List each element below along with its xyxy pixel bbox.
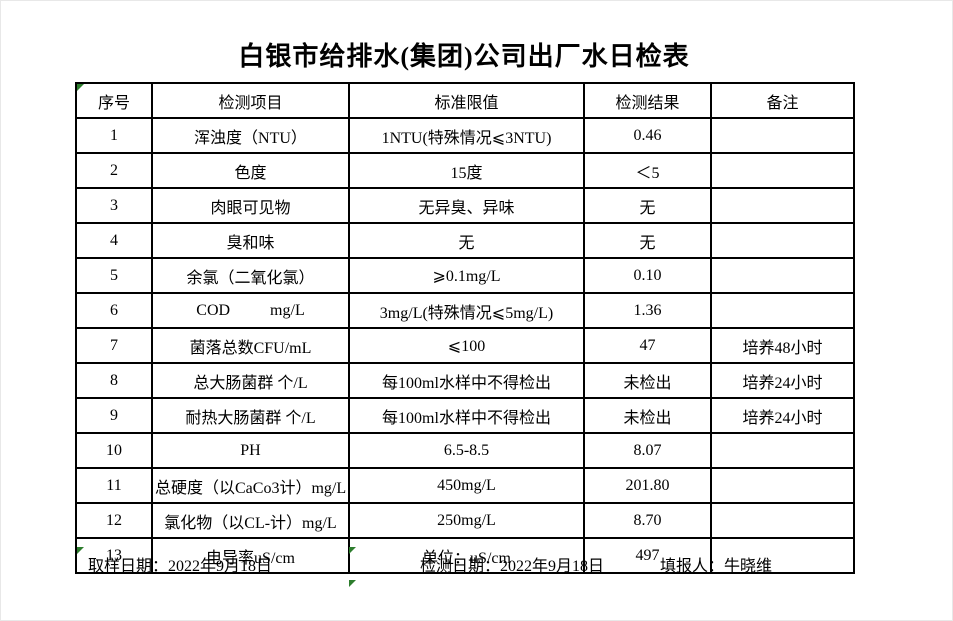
cell-limit: 每100ml水样中不得检出 — [348, 397, 585, 434]
cell-no: 11 — [75, 467, 153, 504]
cell-limit: 3mg/L(特殊情况⩽5mg/L) — [348, 292, 585, 329]
cell-result: 未检出 — [583, 397, 712, 434]
cell-result: 8.70 — [583, 502, 712, 539]
cell-remark: 培养48小时 — [710, 327, 855, 364]
cell-remark — [710, 152, 855, 189]
table-row: 12 氯化物（以CL-计）mg/L 250mg/L 8.70 — [75, 502, 855, 539]
cell-remark — [710, 257, 855, 294]
cell-no: 8 — [75, 362, 153, 399]
cell-result: 0.46 — [583, 117, 712, 154]
cell-result: 未检出 — [583, 362, 712, 399]
cell-result: ＜5 — [583, 152, 712, 189]
cell-remark — [710, 502, 855, 539]
inspection-table: 序号 检测项目 标准限值 检测结果 备注 1 浑浊度（NTU） 1NTU(特殊情… — [75, 82, 855, 574]
table-body: 1 浑浊度（NTU） 1NTU(特殊情况⩽3NTU) 0.46 2 色度 15度… — [75, 117, 855, 574]
cell-item: 浑浊度（NTU） — [151, 117, 350, 154]
cell-remark — [710, 432, 855, 469]
table-row: 8 总大肠菌群 个/L 每100ml水样中不得检出 未检出 培养24小时 — [75, 362, 855, 399]
table-row: 3 肉眼可见物 无异臭、异味 无 — [75, 187, 855, 224]
table-row: 2 色度 15度 ＜5 — [75, 152, 855, 189]
cell-item: 总大肠菌群 个/L — [151, 362, 350, 399]
cell-result: 497 — [583, 537, 712, 574]
cell-no: 7 — [75, 327, 153, 364]
cell-no: 1 — [75, 117, 153, 154]
cell-limit: ⩾0.1mg/L — [348, 257, 585, 294]
table-row: 1 浑浊度（NTU） 1NTU(特殊情况⩽3NTU) 0.46 — [75, 117, 855, 154]
header-no: 序号 — [75, 82, 153, 119]
page-title: 白银市给排水(集团)公司出厂水日检表 — [238, 42, 690, 71]
cell-item: 电导率uS/cm — [151, 537, 350, 574]
cell-remark — [710, 292, 855, 329]
cell-result: 0.10 — [583, 257, 712, 294]
cell-item: 耐热大肠菌群 个/L — [151, 397, 350, 434]
cell-result: 8.07 — [583, 432, 712, 469]
header-remark: 备注 — [710, 82, 855, 119]
cell-limit: 250mg/L — [348, 502, 585, 539]
cell-remark — [710, 222, 855, 259]
cell-item: 氯化物（以CL-计）mg/L — [151, 502, 350, 539]
cell-item: 余氯（二氧化氯） — [151, 257, 350, 294]
cell-remark: 培养24小时 — [710, 362, 855, 399]
cell-item: 肉眼可见物 — [151, 187, 350, 224]
cell-no: 10 — [75, 432, 153, 469]
cell-limit: 无 — [348, 222, 585, 259]
cell-item: 总硬度（以CaCo3计）mg/L — [151, 467, 350, 504]
cell-no: 12 — [75, 502, 153, 539]
cell-limit: 无异臭、异味 — [348, 187, 585, 224]
cell-limit: 每100ml水样中不得检出 — [348, 362, 585, 399]
cell-limit: 15度 — [348, 152, 585, 189]
cell-no: 4 — [75, 222, 153, 259]
cell-item: 菌落总数CFU/mL — [151, 327, 350, 364]
cell-remark: 培养24小时 — [710, 397, 855, 434]
excel-error-triangle-icon — [77, 547, 84, 554]
cell-no: 5 — [75, 257, 153, 294]
cell-result: 1.36 — [583, 292, 712, 329]
cell-item: 色度 — [151, 152, 350, 189]
table-row: 5 余氯（二氧化氯） ⩾0.1mg/L 0.10 — [75, 257, 855, 294]
cell-remark — [710, 537, 855, 574]
cell-item: 臭和味 — [151, 222, 350, 259]
cell-limit: 单位：uS/cm — [348, 537, 585, 574]
table-row: 7 菌落总数CFU/mL ⩽100 47 培养48小时 — [75, 327, 855, 364]
excel-error-triangle-icon — [349, 580, 356, 587]
header-limit: 标准限值 — [348, 82, 585, 119]
header-result: 检测结果 — [583, 82, 712, 119]
excel-error-triangle-icon — [77, 84, 84, 91]
header-item: 检测项目 — [151, 82, 350, 119]
cell-limit: 1NTU(特殊情况⩽3NTU) — [348, 117, 585, 154]
table-row: 10 PH 6.5-8.5 8.07 — [75, 432, 855, 469]
excel-error-triangle-icon — [349, 547, 356, 554]
table-row: 13 电导率uS/cm 单位：uS/cm 497 — [75, 537, 855, 574]
sampling-date-label: 取样日期：2022年9月18日 — [88, 558, 273, 575]
cell-result: 无 — [583, 187, 712, 224]
cell-result: 无 — [583, 222, 712, 259]
cell-no: 6 — [75, 292, 153, 329]
cell-remark — [710, 187, 855, 224]
cell-no: 3 — [75, 187, 153, 224]
reporter-label: 填报人：牛晓维 — [660, 558, 773, 575]
cell-limit: 450mg/L — [348, 467, 585, 504]
table-row: 11 总硬度（以CaCo3计）mg/L 450mg/L 201.80 — [75, 467, 855, 504]
table-row: 4 臭和味 无 无 — [75, 222, 855, 259]
test-date-label: 检测日期：2022年9月18日 — [420, 558, 605, 575]
cell-item: PH — [151, 432, 350, 469]
cell-limit: ⩽100 — [348, 327, 585, 364]
cell-no: 13 — [75, 537, 153, 574]
cell-no: 9 — [75, 397, 153, 434]
cell-remark — [710, 467, 855, 504]
cell-result: 201.80 — [583, 467, 712, 504]
cell-result: 47 — [583, 327, 712, 364]
cell-item: COD mg/L — [151, 292, 350, 329]
cell-remark — [710, 117, 855, 154]
table-row: 6 COD mg/L 3mg/L(特殊情况⩽5mg/L) 1.36 — [75, 292, 855, 329]
table-row: 9 耐热大肠菌群 个/L 每100ml水样中不得检出 未检出 培养24小时 — [75, 397, 855, 434]
table-header-row: 序号 检测项目 标准限值 检测结果 备注 — [75, 82, 855, 119]
cell-limit: 6.5-8.5 — [348, 432, 585, 469]
cell-no: 2 — [75, 152, 153, 189]
